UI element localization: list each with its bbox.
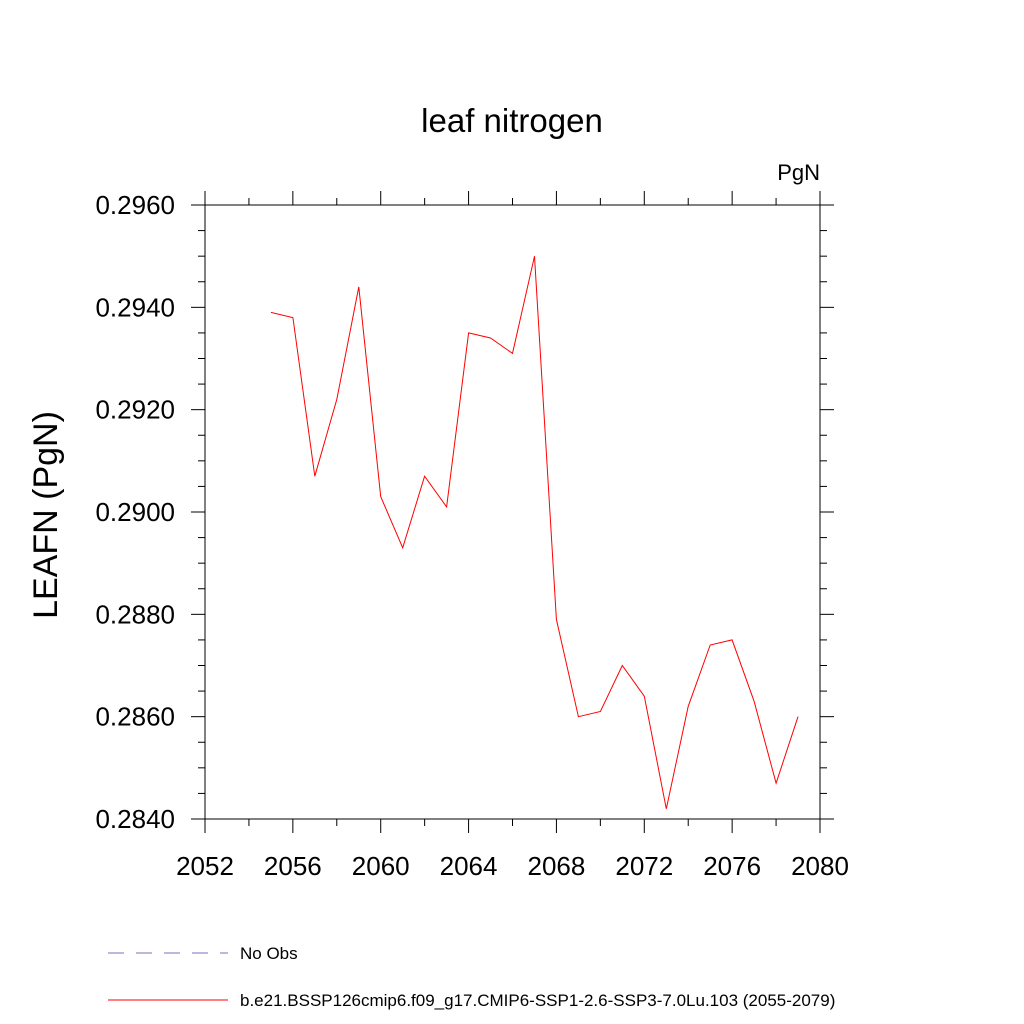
data-point <box>358 286 359 287</box>
y-axis-tick-labels: 0.2840 0.2860 0.2880 0.2900 0.2920 0.2940 0.29… <box>95 190 175 834</box>
data-point <box>534 256 535 257</box>
data-point <box>578 716 579 717</box>
y-axis-label: LEAFN (PgN) <box>27 411 65 619</box>
plot-frame <box>204 204 821 820</box>
x-tick-label: 2052 <box>176 851 234 881</box>
data-point <box>710 645 711 646</box>
legend-label-no-obs: No Obs <box>240 944 298 963</box>
x-tick-label: 2072 <box>615 851 673 881</box>
data-point <box>732 639 733 640</box>
data-point <box>798 716 799 717</box>
data-point <box>754 701 755 702</box>
data-point <box>468 332 469 333</box>
x-tick-label: 2076 <box>703 851 761 881</box>
data-point <box>292 317 293 318</box>
data-point <box>336 399 337 400</box>
y-tick-label: 0.2960 <box>95 190 175 220</box>
data-point <box>600 711 601 712</box>
data-point <box>424 476 425 477</box>
data-point <box>556 619 557 620</box>
data-point <box>622 665 623 666</box>
axis-ticks <box>191 191 834 833</box>
y-tick-label: 0.2880 <box>95 599 175 629</box>
legend: No Obs b.e21.BSSP126cmip6.f09_g17.CMIP6-… <box>108 944 835 1010</box>
y-tick-label: 0.2900 <box>95 497 175 527</box>
y-tick-label: 0.2940 <box>95 292 175 322</box>
series-line <box>270 256 799 809</box>
data-point <box>512 353 513 354</box>
data-point <box>314 476 315 477</box>
data-point <box>270 312 271 313</box>
x-tick-label: 2068 <box>528 851 586 881</box>
x-axis-tick-labels: 2052 2056 2060 2064 2068 2072 2076 2080 <box>176 851 849 881</box>
series-group <box>270 256 799 809</box>
legend-label-model: b.e21.BSSP126cmip6.f09_g17.CMIP6-SSP1-2.… <box>240 991 835 1010</box>
chart-title: leaf nitrogen <box>421 102 603 139</box>
data-point <box>490 338 491 339</box>
x-tick-label: 2080 <box>791 851 849 881</box>
x-tick-label: 2060 <box>352 851 410 881</box>
y-tick-label: 0.2860 <box>95 702 175 732</box>
data-point <box>666 808 667 809</box>
units-label: PgN <box>777 160 820 185</box>
data-point <box>644 696 645 697</box>
y-tick-label: 0.2920 <box>95 395 175 425</box>
data-point <box>380 496 381 497</box>
data-point <box>688 706 689 707</box>
x-tick-label: 2064 <box>440 851 498 881</box>
data-point <box>402 547 403 548</box>
data-point <box>776 783 777 784</box>
data-point <box>446 506 447 507</box>
y-tick-label: 0.2840 <box>95 804 175 834</box>
x-tick-label: 2056 <box>264 851 322 881</box>
